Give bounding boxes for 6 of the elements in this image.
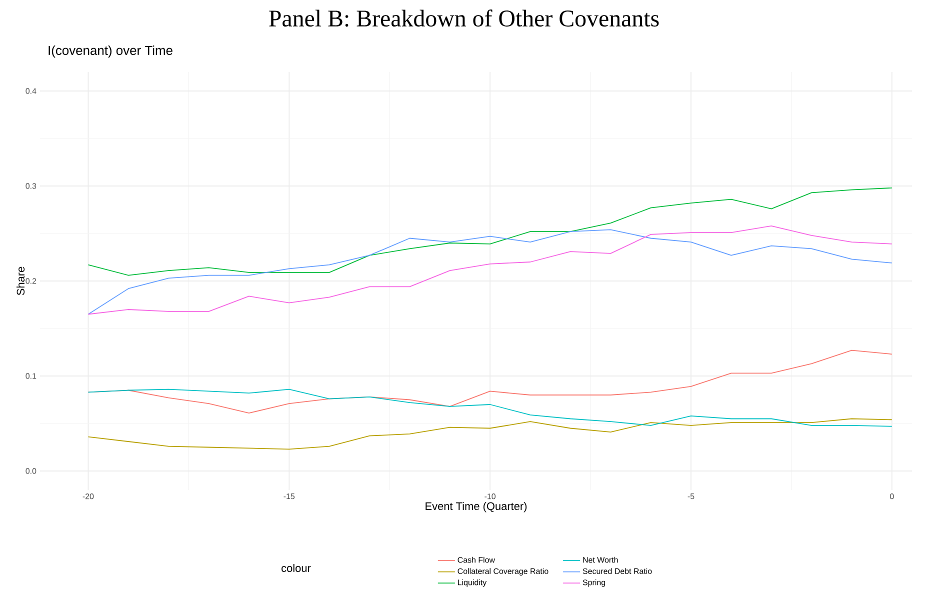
x-axis-title: Event Time (Quarter) [426, 502, 527, 512]
line-series [88, 388, 892, 427]
chart-title: Panel B: Breakdown of Other Covenants [269, 10, 659, 27]
chart-subtitle: I(covenant) over Time [48, 46, 172, 58]
legend-title: colour [282, 564, 311, 572]
y-axis-title: Share [16, 266, 25, 296]
